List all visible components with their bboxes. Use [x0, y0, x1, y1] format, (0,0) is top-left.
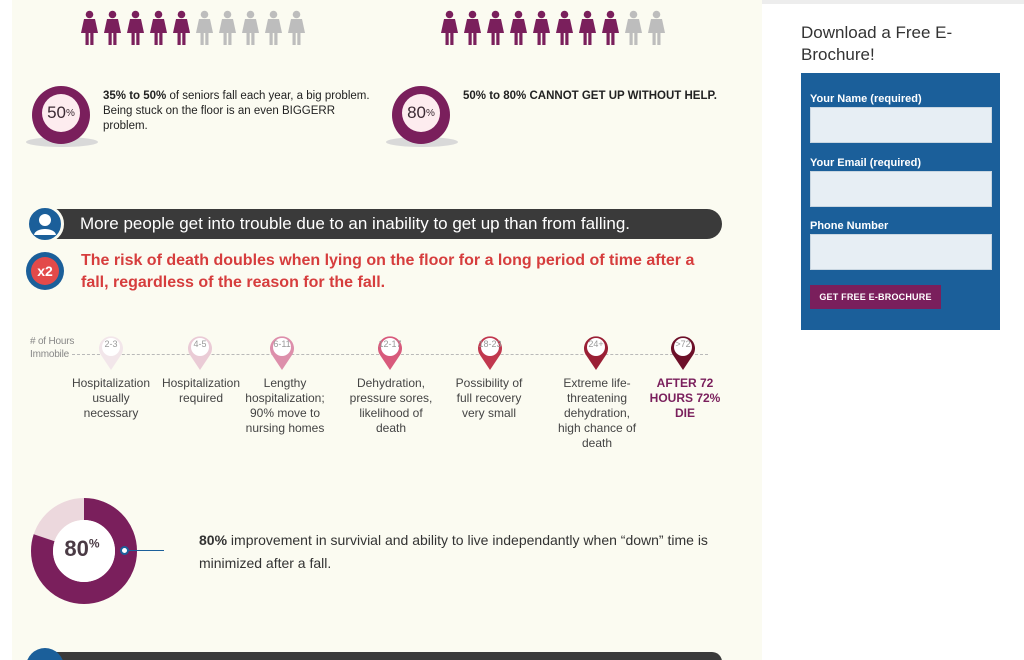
person-icon: [578, 10, 597, 46]
connector-line: [124, 550, 164, 551]
person-icon: [172, 10, 191, 46]
stat-badge-50: 50%: [26, 80, 106, 150]
phone-input[interactable]: [810, 234, 992, 270]
banner-heading: More people get into trouble due to an i…: [50, 209, 722, 239]
person-icon: [486, 10, 505, 46]
stat-badge-80: 80%: [386, 80, 466, 150]
name-input[interactable]: [810, 107, 992, 143]
pin-range-label: 2-3: [104, 339, 118, 349]
badge-ring: 50%: [32, 86, 90, 144]
get-brochure-button[interactable]: GET FREE E-BROCHURE: [810, 285, 941, 309]
connector-dot: [120, 546, 129, 555]
sidebar-title: Download a Free E-Brochure!: [801, 23, 953, 64]
badge-value: 50%: [42, 94, 80, 132]
person-icon: [264, 10, 283, 46]
person-icon: [647, 10, 666, 46]
timeline-description: Possibility of full recovery very small: [455, 376, 523, 420]
pin-range-label: 24+: [588, 339, 604, 349]
map-pin-icon: 24+: [582, 333, 610, 371]
badge-value: 80%: [402, 94, 440, 132]
pin-range-label: >72: [675, 339, 691, 349]
user-icon: [26, 205, 64, 243]
people-row-left: [80, 10, 306, 48]
person-icon: [440, 10, 459, 46]
stat-text-50: 35% to 50% of seniors fall each year, a …: [103, 90, 370, 132]
people-row-right: [440, 10, 666, 48]
timeline-description: Dehydration, pressure sores, likelihood …: [349, 376, 433, 435]
brochure-form: Your Name (required) Your Email (require…: [801, 73, 1000, 330]
next-banner: [50, 652, 722, 660]
donut-value: 80%: [64, 536, 100, 561]
person-icon: [509, 10, 528, 46]
person-icon: [195, 10, 214, 46]
pin-range-label: 18-23: [478, 339, 502, 349]
risk-statement: The risk of death doubles when lying on …: [81, 252, 695, 291]
badge-ring: 80%: [392, 86, 450, 144]
name-label: Your Name (required): [810, 93, 922, 105]
hours-immobile-label: # of Hours Immobile: [30, 336, 75, 360]
person-icon: [126, 10, 145, 46]
person-icon: [241, 10, 260, 46]
person-icon: [103, 10, 122, 46]
phone-label: Phone Number: [810, 220, 889, 232]
person-icon: [463, 10, 482, 46]
infographic: 50% 35% to 50% of seniors fall each year…: [0, 0, 762, 660]
timeline-description: Hospitalization required: [161, 376, 241, 405]
map-pin-icon: 18-23: [476, 333, 504, 371]
x2-label: x2: [31, 257, 59, 285]
stat-text-80: 50% to 80% CANNOT GET UP WITHOUT HELP.: [463, 90, 717, 102]
next-banner-icon: [26, 648, 64, 660]
person-icon: [555, 10, 574, 46]
person-icon: [149, 10, 168, 46]
person-icon: [218, 10, 237, 46]
timeline-description: Lengthy hospitalization; 90% move to nurs…: [245, 376, 325, 435]
map-pin-icon: >72: [669, 333, 697, 371]
person-icon: [601, 10, 620, 46]
improvement-text: 80% improvement in survivial and ability…: [199, 532, 708, 571]
donut-center: [53, 520, 115, 582]
map-pin-icon: 4-5: [186, 333, 214, 371]
pin-range-label: 12-17: [378, 339, 402, 349]
map-pin-icon: 2-3: [97, 333, 125, 371]
email-input[interactable]: [810, 171, 992, 207]
email-label: Your Email (required): [810, 157, 922, 169]
person-icon: [624, 10, 643, 46]
page-margin: [0, 0, 12, 660]
timeline-description: Hospitalization usually necessary: [71, 376, 151, 420]
map-pin-icon: 12-17: [376, 333, 404, 371]
map-pin-icon: 6-11: [268, 333, 296, 371]
timeline-description: Extreme life-threatening dehydration, hi…: [557, 376, 637, 450]
x2-icon: x2: [26, 252, 64, 290]
person-icon: [80, 10, 99, 46]
pin-range-label: 4-5: [193, 339, 207, 349]
pin-range-label: 6-11: [273, 339, 291, 349]
person-icon: [287, 10, 306, 46]
timeline-description: AFTER 72 HOURS 72% DIE: [649, 376, 721, 420]
person-icon: [532, 10, 551, 46]
